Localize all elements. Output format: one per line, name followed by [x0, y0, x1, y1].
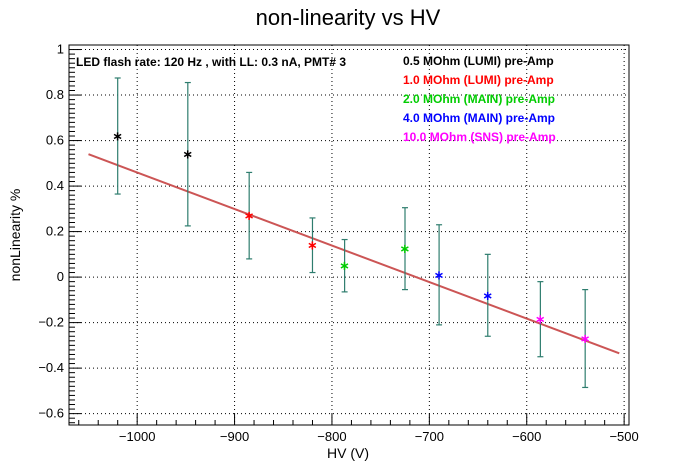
- x-axis-label: HV (V): [327, 445, 369, 461]
- y-tick-label: −0.4: [38, 360, 64, 375]
- data-point: ∗: [535, 313, 546, 328]
- data-point: ∗: [112, 130, 123, 145]
- legend-entry: 4.0 MOhm (MAIN) pre-Amp: [403, 111, 555, 125]
- x-tick-label: −1000: [119, 429, 156, 444]
- annotation: LED flash rate: 120 Hz , with LL: 0.3 nA…: [76, 55, 346, 69]
- legend-entry: 1.0 MOhm (LUMI) pre-Amp: [403, 73, 554, 87]
- chart-title: non-linearity vs HV: [256, 5, 441, 30]
- x-tick-label: −900: [220, 429, 249, 444]
- legend-entry: 0.5 MOhm (LUMI) pre-Amp: [403, 54, 554, 68]
- y-axis-label: nonLinearity %: [7, 189, 23, 282]
- data-point: ∗: [434, 268, 445, 283]
- x-tick-label: −800: [317, 429, 346, 444]
- y-tick-label: 0.8: [46, 87, 64, 102]
- data-point: ∗: [307, 239, 318, 254]
- y-tick-label: 0.4: [46, 178, 64, 193]
- data-point: ∗: [339, 259, 350, 274]
- y-tick-label: −0.2: [38, 315, 64, 330]
- y-tick-label: 0.6: [46, 133, 64, 148]
- legend-entry: 10.0 MOhm (SNS) pre-Amp: [403, 130, 556, 144]
- data-point: ∗: [580, 332, 591, 347]
- fit-layer: [88, 153, 620, 355]
- x-tick-label: −700: [415, 429, 444, 444]
- axis-ticks: −1000 −900 −800 −700 −600 −500 −0.6 −0.4 −0.2 0 0.…: [38, 42, 638, 444]
- x-tick-label: −500: [609, 429, 638, 444]
- legend: 0.5 MOhm (LUMI) pre-Amp 1.0 MOhm (LUMI) p…: [403, 54, 556, 144]
- y-tick-label: 0.2: [46, 224, 64, 239]
- y-tick-label: 0: [57, 269, 64, 284]
- point-layer: ∗ ∗ ∗ ∗ ∗ ∗ ∗ ∗ ∗ ∗: [112, 130, 590, 348]
- data-point: ∗: [482, 289, 493, 304]
- data-point: ∗: [244, 209, 255, 224]
- y-tick-label: 1: [57, 42, 64, 57]
- errorbar-layer: [114, 77, 589, 389]
- fit-line: [88, 153, 620, 355]
- grid: [69, 45, 629, 425]
- data-point: ∗: [182, 148, 193, 163]
- plot-frame: [68, 44, 630, 426]
- x-tick-label: −600: [512, 429, 541, 444]
- y-tick-label: −0.6: [38, 406, 64, 421]
- data-point: ∗: [400, 242, 411, 257]
- legend-entry: 2.0 MOhm (MAIN) pre-Amp: [403, 92, 555, 106]
